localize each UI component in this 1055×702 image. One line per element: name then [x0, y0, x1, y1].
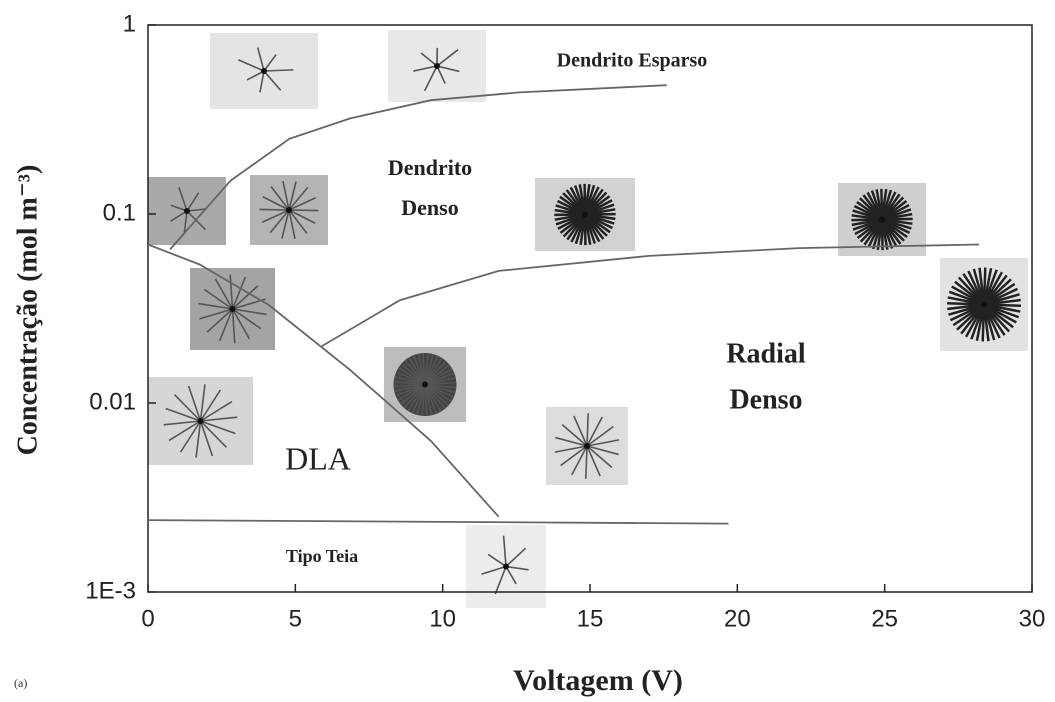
x-tick-label: 0	[141, 605, 154, 632]
inset-center	[582, 212, 588, 218]
region-label: Tipo Teia	[286, 546, 358, 566]
inset-image	[190, 268, 275, 350]
inset-branch	[289, 210, 318, 211]
page: Voltagem (V) Concentração (mol m⁻³) (a) …	[0, 0, 1055, 702]
inset-image	[388, 30, 486, 102]
x-tick-label: 30	[1019, 605, 1046, 632]
x-tick-label: 15	[577, 605, 604, 632]
inset-center	[584, 443, 590, 449]
plot-frame	[148, 25, 1032, 592]
panel-label: (a)	[14, 676, 27, 690]
boundary-line	[322, 245, 979, 347]
inset-image	[210, 33, 318, 109]
inset-center	[879, 217, 885, 223]
region-label: Dendrito Esparso	[557, 50, 708, 72]
x-tick-label: 25	[871, 605, 898, 632]
inset-branch	[264, 70, 293, 71]
inset-center	[434, 63, 440, 69]
inset-center	[184, 208, 190, 214]
inset-center	[230, 306, 236, 312]
region-label: Radial	[726, 338, 806, 369]
inset-image	[148, 377, 253, 465]
x-tick-label: 20	[724, 605, 751, 632]
inset-image	[940, 258, 1028, 351]
inset-image	[535, 178, 635, 251]
inset-center	[503, 564, 509, 570]
x-tick-label: 10	[429, 605, 456, 632]
inset-image	[466, 525, 546, 608]
inset-image	[250, 175, 328, 245]
y-tick-label: 0.01	[89, 388, 136, 415]
inset-center	[422, 382, 428, 388]
x-tick-label: 5	[289, 605, 302, 632]
y-axis-label: Concentração (mol m⁻³)	[12, 165, 43, 456]
y-tick-label: 1	[123, 10, 136, 37]
inset-branch	[260, 209, 289, 210]
inset-center	[286, 207, 292, 213]
x-axis-label: Voltagem (V)	[513, 664, 683, 697]
inset-image	[546, 407, 628, 485]
chart: Voltagem (V) Concentração (mol m⁻³) (a) …	[0, 0, 1055, 702]
inset-center	[261, 68, 267, 74]
boundary-line	[148, 520, 729, 524]
y-tick-label: 1E-3	[85, 577, 136, 604]
region-label: Dendrito	[388, 155, 472, 180]
region-label: DLA	[285, 440, 351, 476]
y-tick-label: 0.1	[103, 199, 136, 226]
region-label: Denso	[401, 195, 458, 220]
inset-center	[981, 302, 987, 308]
inset-image	[148, 177, 226, 245]
inset-center	[198, 418, 204, 424]
region-label: Denso	[729, 384, 802, 415]
